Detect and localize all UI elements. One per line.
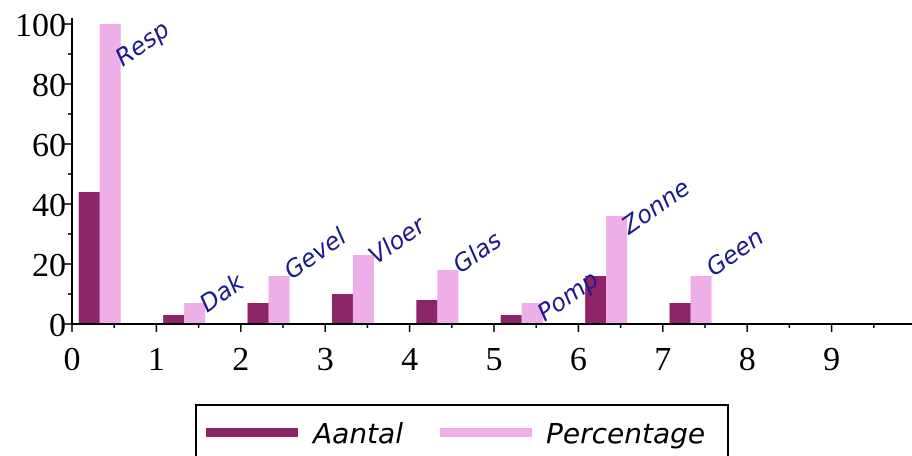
x-tick-label: 2 <box>232 341 249 378</box>
bar-aantal-7 <box>669 303 691 324</box>
x-tick-label: 5 <box>486 341 503 378</box>
bar-aantal-4 <box>416 300 438 324</box>
annotation-geen: Geen <box>701 223 769 282</box>
y-tick-label: 60 <box>32 127 66 164</box>
x-tick-label: 8 <box>739 341 756 378</box>
y-tick-label: 20 <box>32 247 66 284</box>
legend: Aantal Percentage <box>195 404 729 456</box>
annotation-gevel: Gevel <box>279 222 352 285</box>
bar-percentage-0 <box>99 24 121 324</box>
legend-label-percentage: Percentage <box>546 417 705 450</box>
y-tick-label: 0 <box>49 307 66 344</box>
annotation-zonne: Zonne <box>616 173 695 240</box>
x-tick-label: 4 <box>401 341 418 378</box>
x-tick-label: 3 <box>317 341 334 378</box>
y-tick-label: 80 <box>32 67 66 104</box>
x-tick-label: 6 <box>570 341 587 378</box>
legend-swatch-aantal <box>206 428 298 437</box>
annotation-resp: Resp <box>110 15 175 72</box>
legend-label-aantal: Aantal <box>311 417 403 450</box>
bar-aantal-2 <box>247 303 269 324</box>
bar-aantal-3 <box>331 294 353 324</box>
bar-aantal-0 <box>78 192 100 324</box>
bar-percentage-7 <box>690 276 712 324</box>
bar-aantal-5 <box>500 315 522 324</box>
annotation-vloer: Vloer <box>363 210 432 270</box>
bars-layer <box>78 24 712 324</box>
bar-percentage-5 <box>521 303 543 324</box>
bar-percentage-6 <box>606 216 628 324</box>
bar-aantal-1 <box>163 315 185 324</box>
x-tick-label: 9 <box>823 341 840 378</box>
bar-percentage-2 <box>268 276 290 324</box>
x-tick-label: 1 <box>148 341 165 378</box>
y-tick-label: 100 <box>15 7 66 44</box>
bar-percentage-4 <box>437 270 459 324</box>
bar-percentage-3 <box>352 255 374 324</box>
bar-aantal-6 <box>585 276 607 324</box>
x-tick-label: 0 <box>64 341 81 378</box>
legend-swatch-percentage <box>440 428 532 437</box>
bar-percentage-1 <box>184 303 206 324</box>
x-tick-label: 7 <box>654 341 671 378</box>
y-tick-label: 40 <box>32 187 66 224</box>
axes-layer: 0 1 2 3 4 5 6 7 8 9 0 20 40 60 80 100 <box>15 7 912 378</box>
